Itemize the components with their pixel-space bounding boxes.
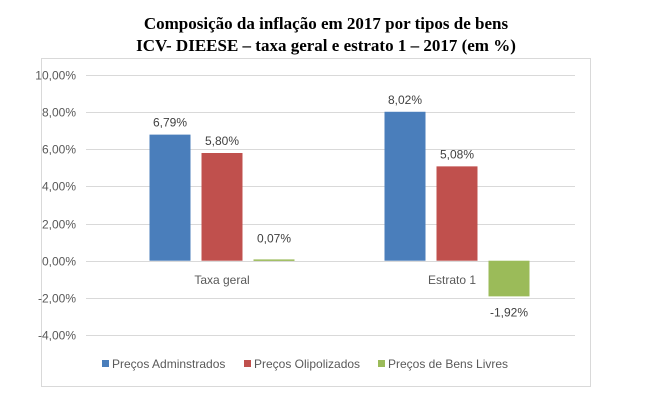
bar: [436, 166, 478, 261]
legend-entry: Preços Olipolizados: [254, 357, 360, 371]
data-label: -1,92%: [490, 305, 528, 319]
bar: [384, 111, 426, 261]
y-tick-label: 2,00%: [42, 218, 76, 232]
legend-marker: [378, 360, 385, 367]
y-tick-label: -2,00%: [38, 292, 76, 306]
y-tick-label: -4,00%: [38, 329, 76, 343]
category-label: Taxa geral: [194, 273, 249, 287]
chart-title: Composição da inflação em 2017 por tipos…: [143, 14, 509, 33]
y-tick-label: 0,00%: [42, 255, 76, 269]
chart-frame: [41, 58, 591, 387]
legend-marker: [244, 360, 251, 367]
data-labels: 6,79% 8,02% 5,80% 5,08% 0,07% -1,92%: [153, 93, 528, 320]
bar: [488, 260, 530, 297]
category-label: Estrato 1: [428, 273, 476, 287]
y-tick-label: 6,00%: [42, 143, 76, 157]
bar: [149, 134, 191, 261]
legend-entry: Preços Adminstrados: [112, 357, 225, 371]
y-tick-label: 4,00%: [42, 180, 76, 194]
bar: [253, 259, 295, 261]
chart-subtitle: ICV- DIEESE – taxa geral e estrato 1 – 2…: [136, 36, 516, 55]
y-axis-ticks: 10,00% 8,00% 6,00% 4,00% 2,00% 0,00% -2,00% -4,…: [35, 69, 76, 343]
data-label: 5,08%: [440, 147, 474, 161]
bar: [201, 153, 243, 261]
data-label: 6,79%: [153, 116, 187, 130]
y-tick-label: 10,00%: [35, 69, 76, 83]
legend-marker: [102, 360, 109, 367]
category-labels: Taxa geral Estrato 1: [194, 273, 476, 287]
bars: [149, 111, 530, 297]
data-label: 8,02%: [388, 93, 422, 107]
y-tick-label: 8,00%: [42, 106, 76, 120]
legend: Preços Adminstrados Preços Olipolizados Pr…: [102, 357, 508, 371]
data-label: 5,80%: [205, 134, 239, 148]
legend-entry: Preços de Bens Livres: [388, 357, 508, 371]
data-label: 0,07%: [257, 232, 291, 246]
